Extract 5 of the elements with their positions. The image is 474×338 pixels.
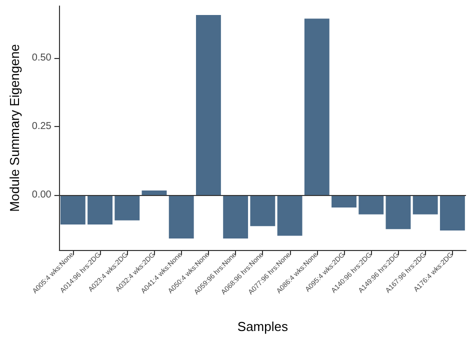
y-tick-label: 0.00 (32, 190, 52, 201)
y-tick-label: 0.25 (32, 121, 52, 132)
x-axis-title: Samples (237, 319, 288, 334)
y-axis-title: Module Summary Eigengene (7, 44, 22, 212)
y-tick-label: 0.50 (32, 52, 52, 64)
